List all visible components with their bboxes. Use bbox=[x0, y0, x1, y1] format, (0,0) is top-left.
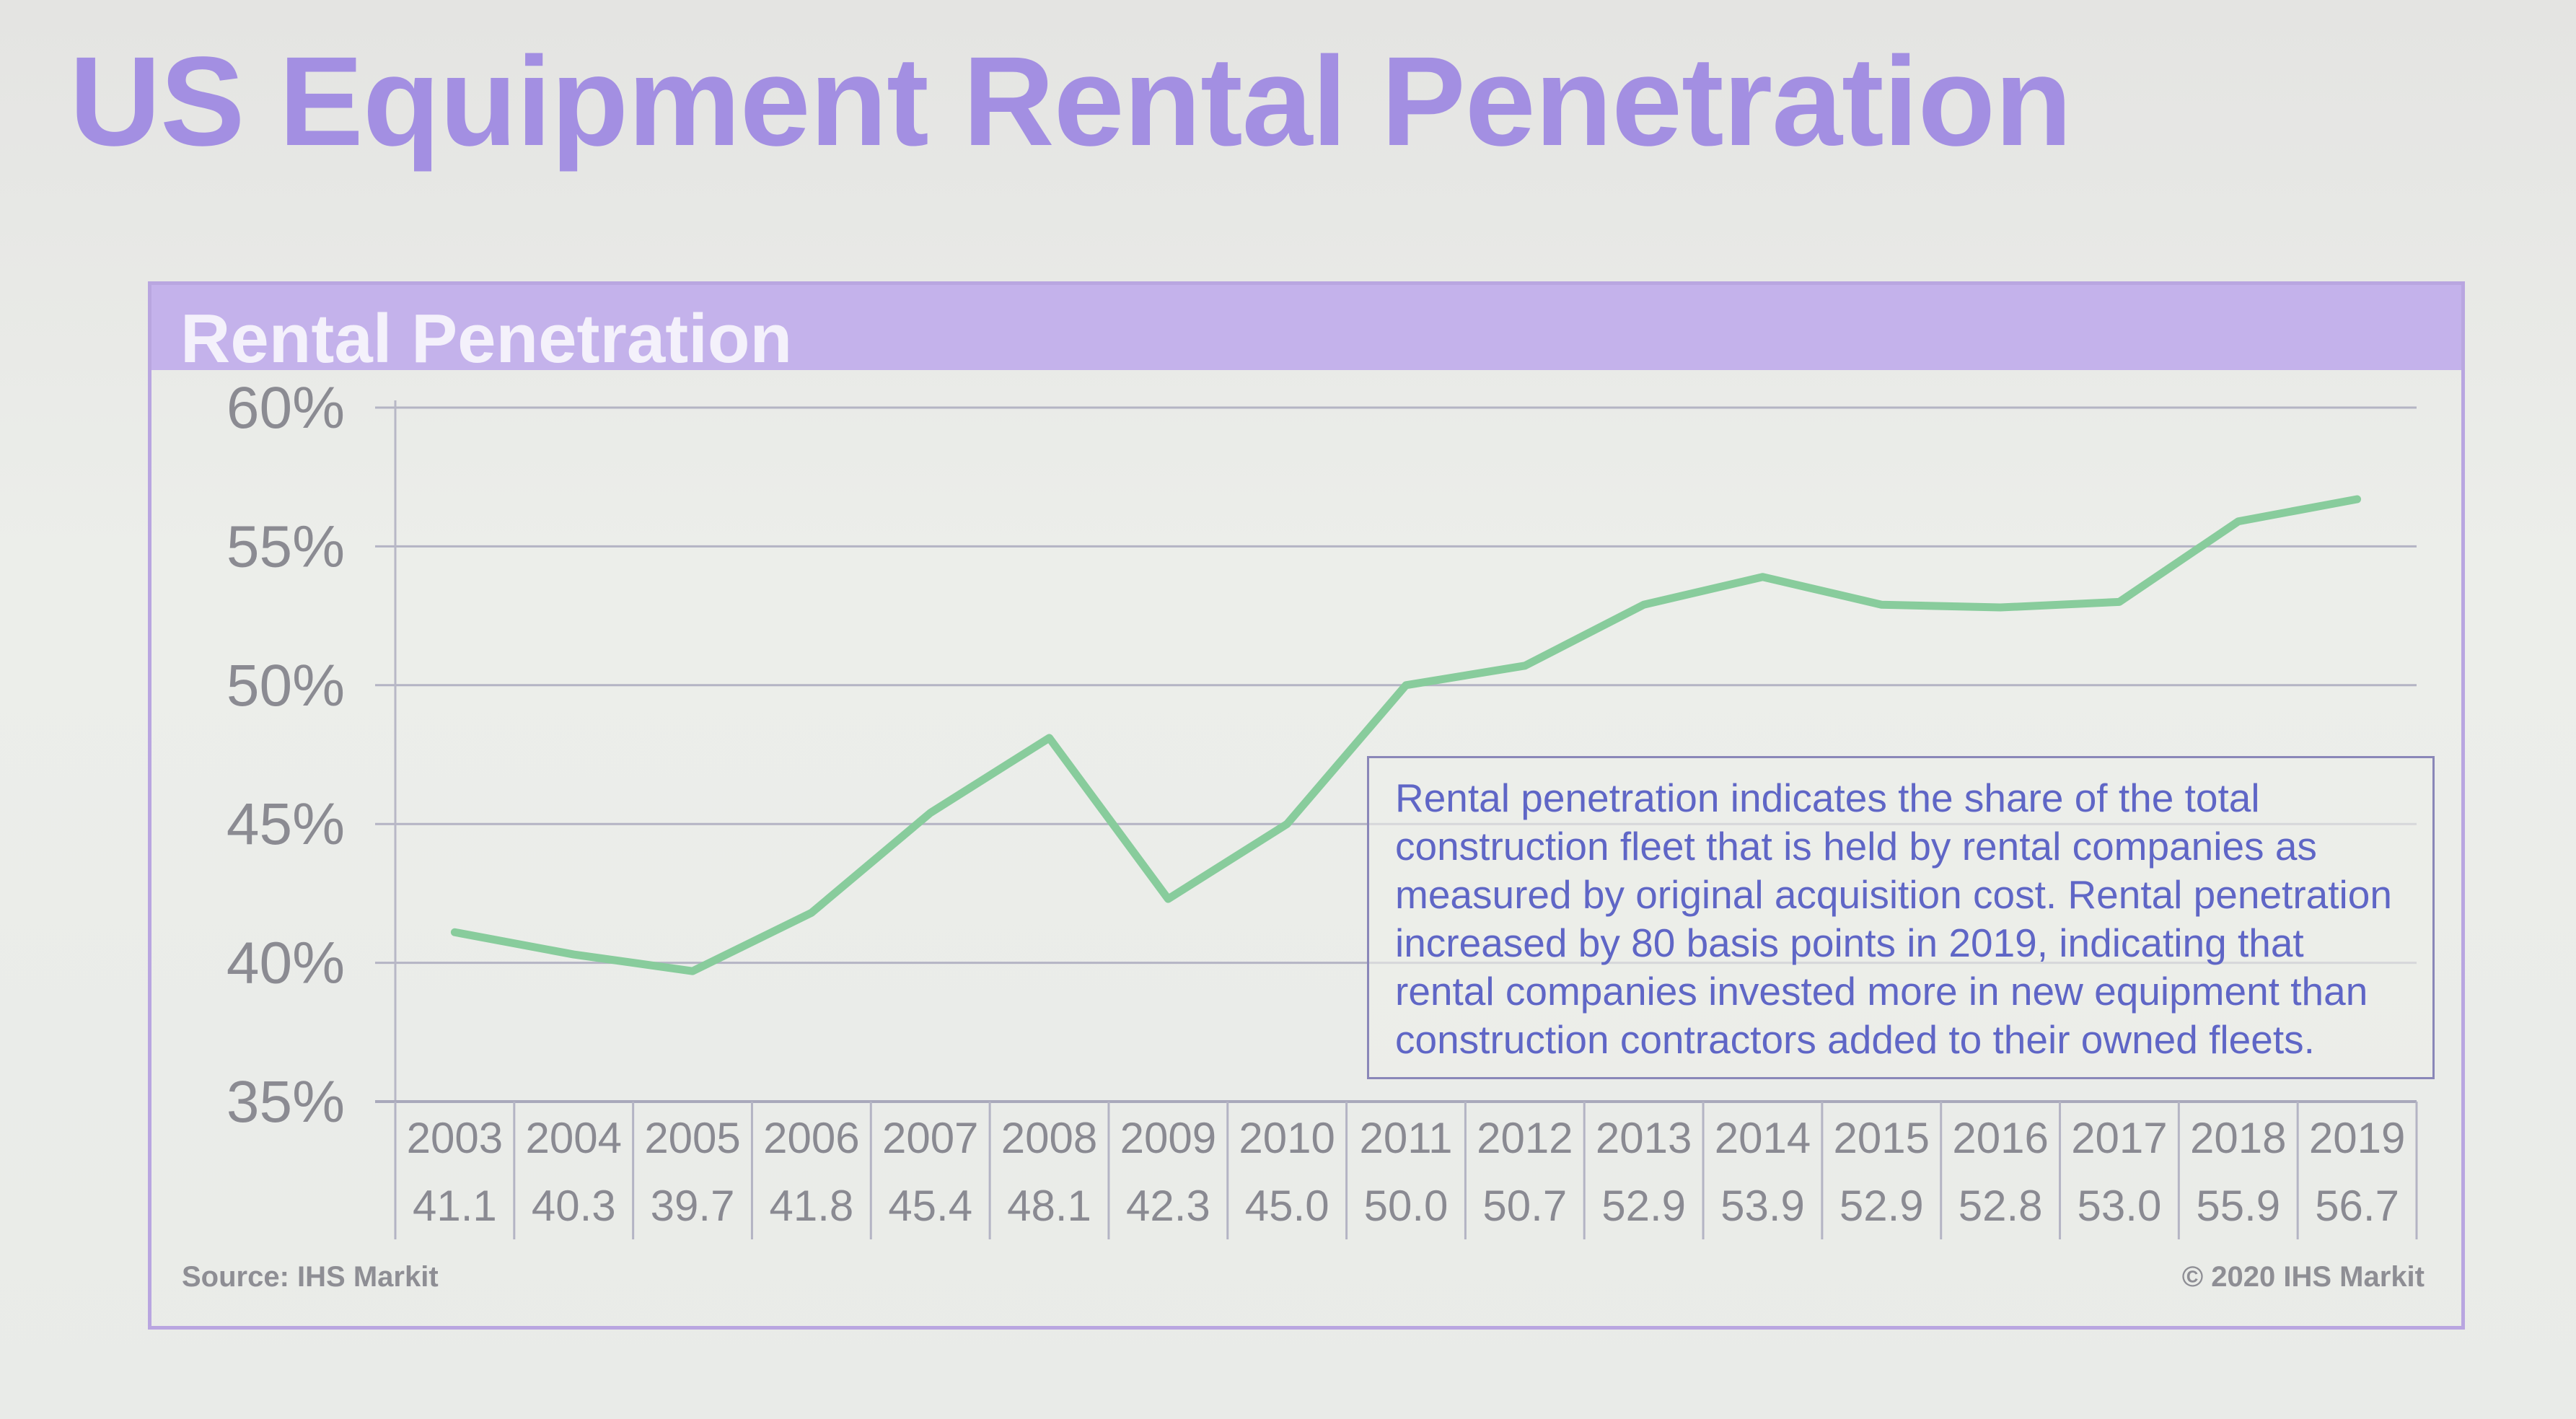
x-tick-label: 2003 bbox=[407, 1114, 503, 1162]
data-point bbox=[573, 954, 575, 956]
annotation-line: increased by 80 basis points in 2019, in… bbox=[1395, 921, 2304, 965]
data-point bbox=[454, 931, 456, 933]
data-point bbox=[1643, 604, 1645, 606]
x-tick-label: 2005 bbox=[644, 1114, 740, 1162]
data-label: 55.9 bbox=[2196, 1182, 2280, 1230]
data-label: 50.0 bbox=[1364, 1182, 1449, 1230]
data-label: 41.8 bbox=[769, 1182, 853, 1230]
chart-title: Rental Penetration bbox=[180, 300, 793, 377]
x-tick-label: 2018 bbox=[2190, 1114, 2286, 1162]
x-tick-label: 2007 bbox=[882, 1114, 978, 1162]
data-label: 52.9 bbox=[1601, 1182, 1686, 1230]
x-tick-label: 2015 bbox=[1834, 1114, 1930, 1162]
data-point bbox=[1405, 684, 1407, 686]
data-label: 39.7 bbox=[651, 1182, 735, 1230]
x-tick-label: 2012 bbox=[1477, 1114, 1573, 1162]
annotation-line: rental companies invested more in new eq… bbox=[1395, 969, 2368, 1014]
data-point bbox=[692, 970, 694, 972]
data-point bbox=[810, 912, 812, 914]
data-point bbox=[1286, 823, 1288, 825]
x-tick-label: 2010 bbox=[1239, 1114, 1335, 1162]
y-tick-label: 35% bbox=[227, 1069, 345, 1135]
x-tick-label: 2006 bbox=[763, 1114, 859, 1162]
annotation-box: Rental penetration indicates the share o… bbox=[1367, 756, 2435, 1079]
y-tick-label: 45% bbox=[227, 791, 345, 857]
data-label: 52.9 bbox=[1839, 1182, 1924, 1230]
data-label: 53.9 bbox=[1720, 1182, 1805, 1230]
x-tick-label: 2019 bbox=[2309, 1114, 2405, 1162]
annotation-line: construction contractors added to their … bbox=[1395, 1017, 2315, 1062]
slide-title: US Equipment Rental Penetration bbox=[69, 31, 2072, 172]
x-tick-label: 2014 bbox=[1715, 1114, 1811, 1162]
data-point bbox=[1881, 604, 1883, 606]
y-tick-label: 40% bbox=[227, 931, 345, 996]
annotation-line: construction fleet that is held by renta… bbox=[1395, 824, 2317, 869]
data-label: 45.0 bbox=[1245, 1182, 1329, 1230]
data-label: 48.1 bbox=[1007, 1182, 1091, 1230]
data-point bbox=[2118, 601, 2120, 603]
chart-panel: Rental Penetration bbox=[148, 281, 2465, 1330]
y-tick-label: 60% bbox=[227, 375, 345, 441]
data-point bbox=[1762, 576, 1764, 578]
x-tick-label: 2013 bbox=[1596, 1114, 1692, 1162]
data-label: 50.7 bbox=[1482, 1182, 1567, 1230]
data-label: 56.7 bbox=[2315, 1182, 2399, 1230]
annotation-line: Rental penetration indicates the share o… bbox=[1395, 776, 2260, 820]
data-point bbox=[1048, 737, 1050, 739]
annotation-line: measured by original acquisition cost. R… bbox=[1395, 872, 2392, 917]
x-tick-label: 2004 bbox=[525, 1114, 621, 1162]
data-point bbox=[1167, 898, 1169, 900]
data-label: 52.8 bbox=[1959, 1182, 2043, 1230]
data-point bbox=[2356, 498, 2358, 500]
x-tick-label: 2009 bbox=[1120, 1114, 1216, 1162]
data-label: 53.0 bbox=[2078, 1182, 2162, 1230]
data-label: 42.3 bbox=[1126, 1182, 1210, 1230]
copyright-note: © 2020 IHS Markit bbox=[2181, 1261, 2425, 1293]
x-tick-label: 2008 bbox=[1001, 1114, 1097, 1162]
data-label: 45.4 bbox=[888, 1182, 972, 1230]
y-tick-label: 55% bbox=[227, 514, 345, 579]
x-tick-label: 2017 bbox=[2071, 1114, 2167, 1162]
data-point bbox=[1524, 664, 1526, 667]
x-tick-label: 2011 bbox=[1359, 1114, 1452, 1162]
x-tick-label: 2016 bbox=[1952, 1114, 2048, 1162]
y-tick-label: 50% bbox=[227, 653, 345, 719]
data-point bbox=[929, 812, 931, 814]
chart-header: Rental Penetration bbox=[151, 285, 2461, 377]
source-note: Source: IHS Markit bbox=[182, 1261, 439, 1293]
data-label: 41.1 bbox=[413, 1182, 497, 1230]
data-point bbox=[2000, 607, 2002, 609]
data-point bbox=[2237, 520, 2239, 522]
data-label: 40.3 bbox=[532, 1182, 616, 1230]
